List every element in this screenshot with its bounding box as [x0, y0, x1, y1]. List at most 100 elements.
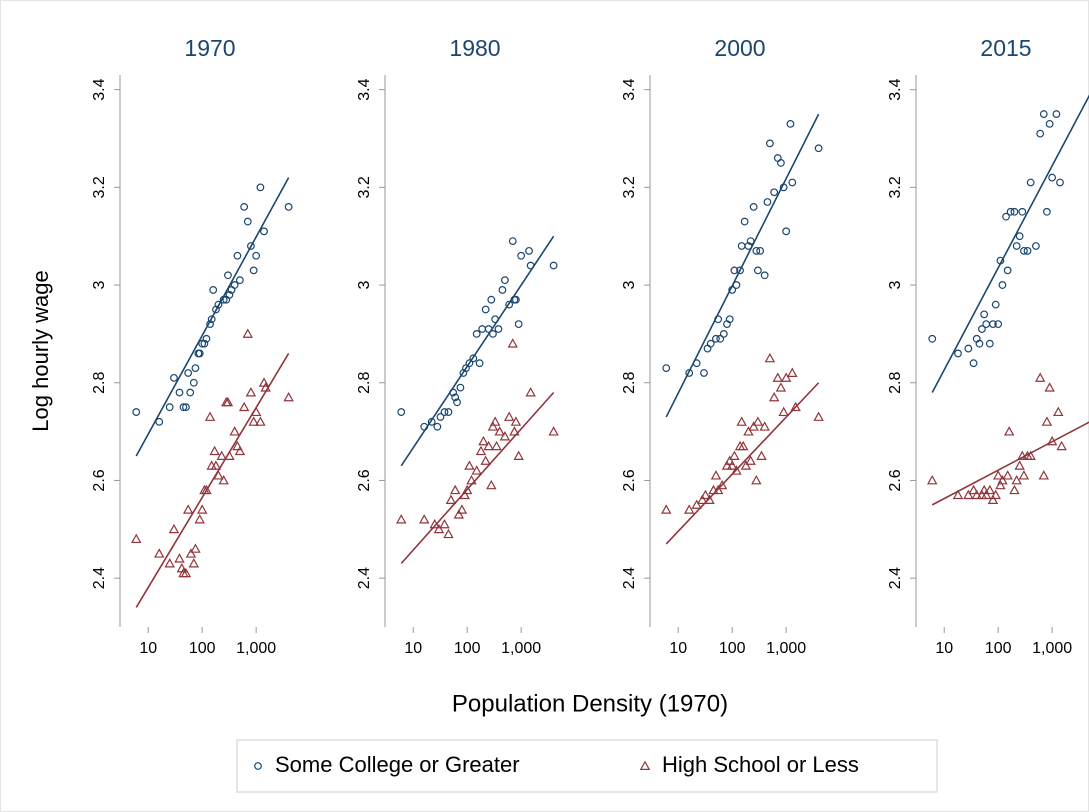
- scatter-point: [716, 334, 725, 343]
- scatter-point: [1012, 242, 1021, 250]
- panel-title: 2015: [980, 35, 1031, 61]
- scatter-point: [196, 504, 208, 514]
- scatter-point: [700, 369, 708, 377]
- fit-line: [665, 113, 820, 418]
- scatter-point: [456, 383, 465, 392]
- scatter-point: [525, 387, 536, 397]
- scatter-point: [419, 514, 430, 524]
- scatter-point: [1043, 207, 1051, 216]
- y-tick-label: 3: [887, 281, 904, 290]
- scatter-point: [756, 450, 767, 460]
- scatter-point: [182, 403, 190, 412]
- scatter-point: [749, 202, 758, 211]
- scatter-point: [487, 421, 499, 431]
- scatter-point: [188, 558, 200, 568]
- scatter-point: [494, 325, 503, 333]
- scatter-point: [730, 266, 739, 275]
- scatter-point: [191, 364, 200, 372]
- y-tick-label: 3: [91, 281, 108, 290]
- scatter-point: [1003, 426, 1015, 436]
- scatter-point: [453, 509, 465, 519]
- scatter-point: [954, 349, 962, 358]
- scatter-point: [179, 403, 188, 412]
- scatter-point: [777, 159, 785, 167]
- scatter-point: [472, 330, 481, 338]
- y-tick-label: 2.6: [356, 469, 373, 491]
- scatter-point: [1045, 119, 1054, 128]
- scatter-point: [283, 391, 294, 402]
- scatter-point: [778, 406, 789, 417]
- y-tick-label: 3.2: [887, 176, 904, 198]
- scatter-point: [752, 246, 761, 255]
- scatter-point: [207, 315, 216, 324]
- scatter-point: [461, 484, 473, 495]
- scatter-point: [512, 295, 520, 304]
- scatter-point: [232, 440, 243, 451]
- scatter-point: [710, 470, 722, 480]
- scatter-point: [510, 416, 522, 426]
- scatter-point: [661, 504, 672, 514]
- scatter-point: [980, 310, 989, 319]
- scatter-point: [396, 514, 407, 524]
- scatter-point: [165, 403, 174, 412]
- scatter-point: [780, 372, 792, 382]
- scatter-point: [1025, 450, 1036, 460]
- y-tick-label: 3.4: [91, 78, 108, 100]
- scatter-point: [209, 445, 220, 456]
- scatter-point: [740, 460, 752, 470]
- scatter-point: [252, 251, 261, 260]
- scatter-point: [984, 484, 996, 495]
- scatter-point: [487, 295, 496, 304]
- scatter-point: [1002, 212, 1010, 221]
- scatter-point: [202, 334, 211, 343]
- scatter-point: [514, 320, 523, 329]
- scatter-point: [770, 188, 779, 197]
- scatter-point: [725, 315, 734, 324]
- scatter-point: [229, 426, 240, 436]
- scatter-point: [706, 339, 715, 348]
- scatter-point: [443, 528, 454, 539]
- scatter-point: [992, 470, 1004, 480]
- scatter-point: [786, 119, 795, 128]
- scatter-point: [1052, 110, 1061, 118]
- scatter-point: [768, 391, 780, 402]
- scatter-point: [998, 281, 1007, 289]
- scatter-point: [218, 475, 229, 485]
- scatter-point: [790, 401, 801, 412]
- scatter-point: [1009, 484, 1020, 495]
- scatter-point: [700, 489, 711, 500]
- legend-label: High School or Less: [662, 752, 859, 777]
- scatter-point: [712, 334, 720, 343]
- scatter-point: [260, 227, 268, 236]
- scatter-point: [964, 344, 973, 353]
- scatter-point: [233, 251, 242, 260]
- x-tick-label: 10: [669, 640, 687, 657]
- scatter-point: [1002, 470, 1013, 480]
- scatter-point: [464, 460, 475, 470]
- scatter-point: [691, 499, 702, 509]
- scatter-point: [503, 411, 515, 421]
- scatter-point: [995, 479, 1006, 490]
- scatter-point: [968, 484, 979, 495]
- y-tick-label: 3.4: [887, 78, 904, 100]
- legend-marker: [254, 762, 262, 770]
- scatter-point: [1010, 207, 1019, 216]
- scatter-point: [481, 305, 490, 314]
- scatter-point: [748, 421, 759, 431]
- scatter-point: [486, 479, 497, 490]
- scatter-point: [989, 320, 997, 329]
- scatter-point: [397, 408, 406, 416]
- x-tick-label: 100: [454, 640, 481, 657]
- scatter-point: [433, 523, 445, 534]
- scatter-point: [759, 421, 770, 431]
- x-tick-label: 100: [719, 640, 746, 657]
- scatter-point: [507, 338, 518, 348]
- scatter-point: [729, 450, 740, 460]
- scatter-point: [990, 489, 1001, 500]
- scatter-point: [814, 144, 823, 153]
- scatter-point: [201, 484, 212, 495]
- scatter-point: [1023, 246, 1032, 255]
- x-tick-label: 1,000: [236, 640, 276, 657]
